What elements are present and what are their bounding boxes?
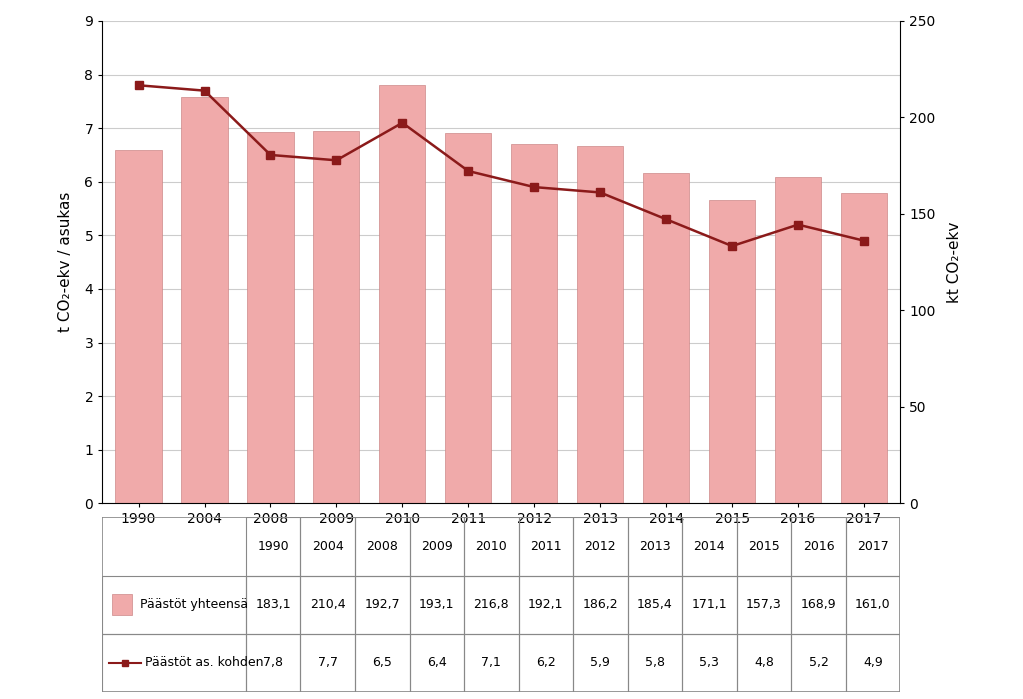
Bar <box>841 193 887 503</box>
Bar <box>737 634 791 692</box>
Bar <box>248 131 294 503</box>
Bar <box>846 575 900 634</box>
Text: 192,7: 192,7 <box>364 598 400 611</box>
Bar <box>102 575 246 634</box>
Text: Päästöt as. kohden: Päästöt as. kohden <box>144 656 263 670</box>
Bar <box>181 97 227 503</box>
Bar <box>116 150 162 503</box>
Text: 2009: 2009 <box>420 540 452 553</box>
Text: 7,7: 7,7 <box>318 656 338 670</box>
Bar <box>775 178 821 503</box>
Text: 185,4: 185,4 <box>637 598 673 611</box>
Text: 4,8: 4,8 <box>754 656 773 670</box>
Bar <box>409 634 464 692</box>
Bar <box>313 131 359 503</box>
Bar <box>246 575 301 634</box>
Bar <box>409 575 464 634</box>
Text: 6,4: 6,4 <box>427 656 447 670</box>
Bar <box>577 145 623 503</box>
Bar <box>355 575 409 634</box>
Bar <box>246 517 301 575</box>
Bar <box>846 634 900 692</box>
Text: 2004: 2004 <box>312 540 344 553</box>
Text: 210,4: 210,4 <box>310 598 346 611</box>
Bar <box>445 133 491 503</box>
Text: Päästöt yhteensä: Päästöt yhteensä <box>140 598 248 611</box>
Text: 2013: 2013 <box>639 540 671 553</box>
Bar <box>737 575 791 634</box>
Bar <box>355 634 409 692</box>
Text: 2010: 2010 <box>476 540 507 553</box>
Text: 192,1: 192,1 <box>528 598 564 611</box>
Text: 1990: 1990 <box>258 540 290 553</box>
Bar <box>628 634 682 692</box>
Bar <box>643 173 690 503</box>
Text: 157,3: 157,3 <box>746 598 782 611</box>
Bar <box>301 634 355 692</box>
Text: 2014: 2014 <box>694 540 725 553</box>
Text: 186,2: 186,2 <box>582 598 618 611</box>
Text: 2015: 2015 <box>748 540 780 553</box>
Text: 2017: 2017 <box>857 540 889 553</box>
Text: 171,1: 171,1 <box>692 598 727 611</box>
Text: 5,9: 5,9 <box>590 656 611 670</box>
Bar <box>628 575 682 634</box>
Text: 7,1: 7,1 <box>482 656 501 670</box>
Bar <box>573 634 628 692</box>
Bar <box>512 144 558 503</box>
Bar <box>112 594 132 615</box>
Bar <box>682 575 737 634</box>
Text: 5,8: 5,8 <box>644 656 665 670</box>
Bar <box>519 575 573 634</box>
Bar <box>301 575 355 634</box>
Bar <box>628 517 682 575</box>
Bar <box>380 85 426 503</box>
Y-axis label: t CO₂-ekv / asukas: t CO₂-ekv / asukas <box>58 192 74 332</box>
Bar <box>573 517 628 575</box>
Text: 5,2: 5,2 <box>808 656 829 670</box>
Text: 183,1: 183,1 <box>256 598 291 611</box>
Text: 5,3: 5,3 <box>700 656 719 670</box>
Text: 2016: 2016 <box>803 540 835 553</box>
Bar <box>301 517 355 575</box>
Bar <box>846 517 900 575</box>
Text: 216,8: 216,8 <box>474 598 509 611</box>
Bar <box>464 517 519 575</box>
Text: 161,0: 161,0 <box>855 598 891 611</box>
Text: 7,8: 7,8 <box>263 656 283 670</box>
Bar <box>246 634 301 692</box>
Bar <box>464 575 519 634</box>
Text: 2008: 2008 <box>366 540 398 553</box>
Text: 6,2: 6,2 <box>536 656 555 670</box>
Text: 6,5: 6,5 <box>372 656 392 670</box>
Text: 4,9: 4,9 <box>863 656 883 670</box>
Bar <box>409 517 464 575</box>
Bar <box>102 634 246 692</box>
Bar <box>737 517 791 575</box>
Text: 168,9: 168,9 <box>801 598 836 611</box>
Text: 193,1: 193,1 <box>419 598 454 611</box>
Bar <box>573 575 628 634</box>
Bar <box>791 575 846 634</box>
Bar <box>791 517 846 575</box>
Text: 2012: 2012 <box>584 540 616 553</box>
Y-axis label: kt CO₂-ekv: kt CO₂-ekv <box>946 222 962 303</box>
Bar <box>791 634 846 692</box>
Bar <box>682 634 737 692</box>
Bar <box>682 517 737 575</box>
Bar <box>355 517 409 575</box>
Text: 2011: 2011 <box>530 540 562 553</box>
Bar <box>519 634 573 692</box>
Bar <box>519 517 573 575</box>
Bar <box>709 200 755 503</box>
Bar <box>464 634 519 692</box>
